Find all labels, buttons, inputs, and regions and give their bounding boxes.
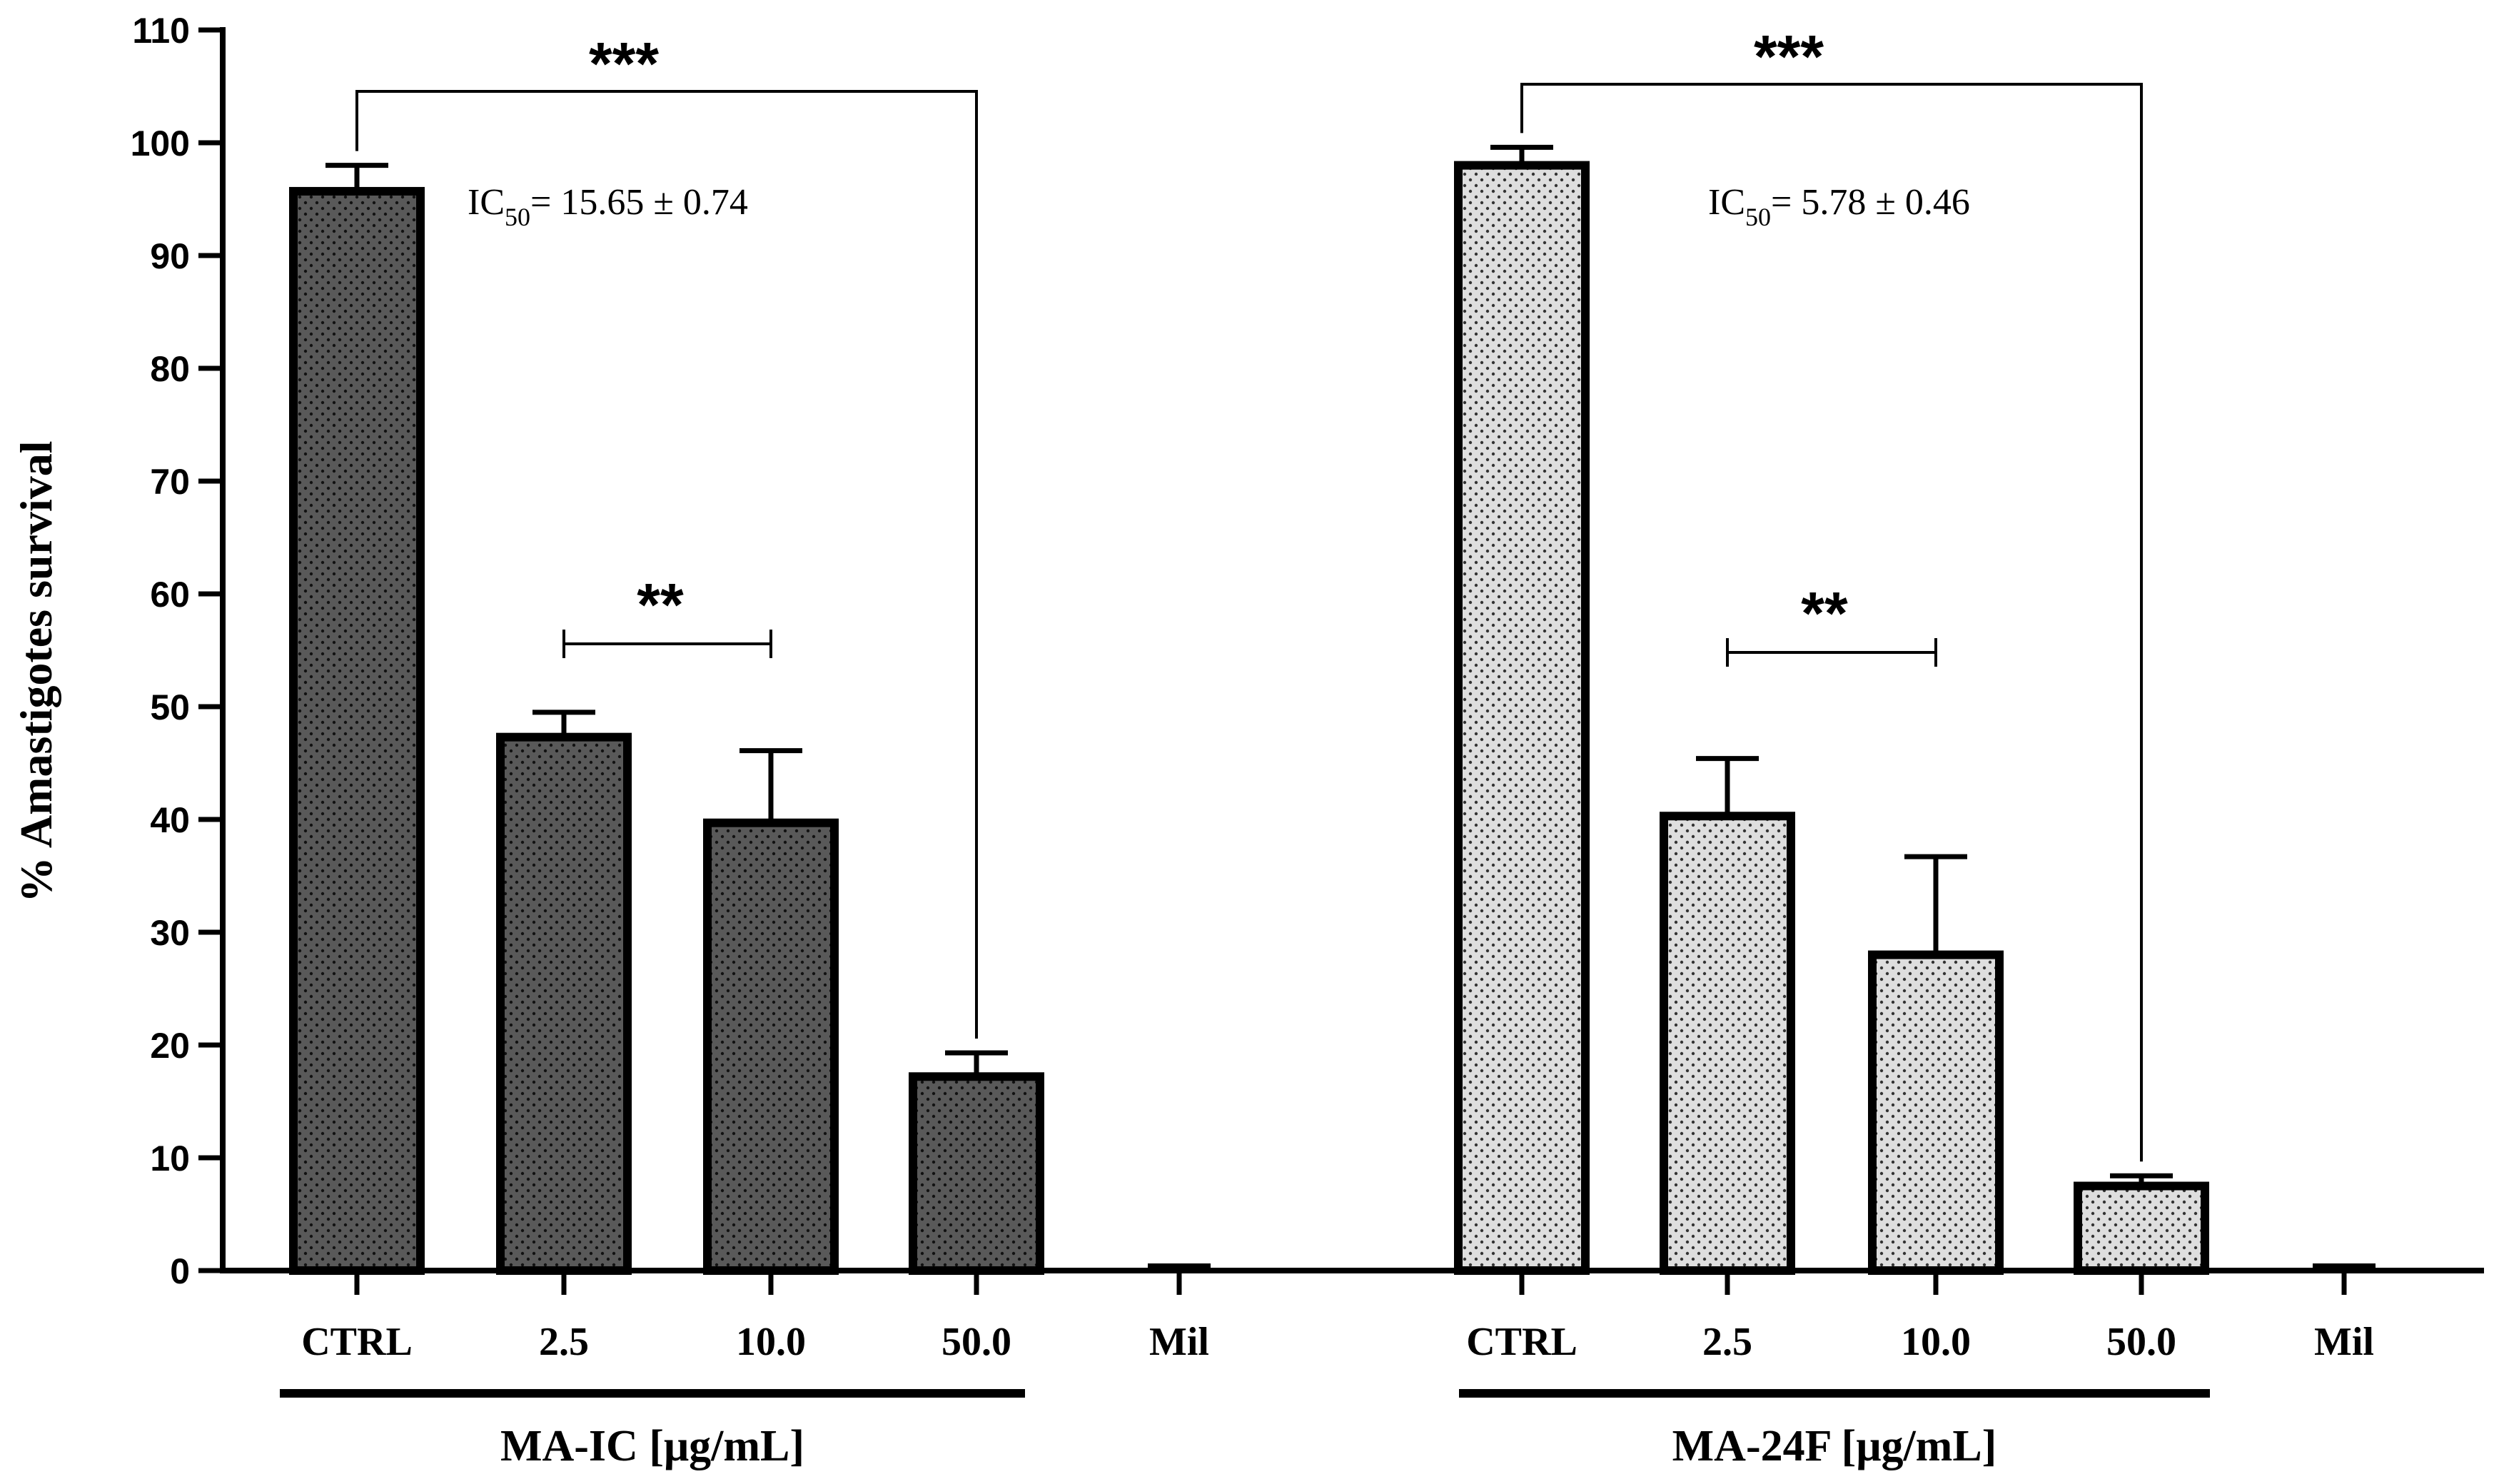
bar bbox=[496, 732, 632, 1276]
ic50-annotation: IC50= 5.78 ± 0.46 bbox=[1708, 182, 1970, 231]
ic50-subscript: 50 bbox=[1745, 203, 1771, 231]
y-tick-label: 110 bbox=[132, 11, 190, 51]
bar bbox=[703, 818, 839, 1275]
y-tick-label: 70 bbox=[150, 462, 190, 502]
ic50-value: = 5.78 ± 0.46 bbox=[1771, 182, 1970, 223]
y-tick-label: 50 bbox=[150, 687, 190, 727]
significance-label: *** bbox=[589, 30, 659, 97]
bar bbox=[2074, 1181, 2209, 1275]
significance-label: *** bbox=[1754, 23, 1824, 90]
group-label: MA-24F [μg/mL] bbox=[1672, 1422, 1997, 1470]
bar bbox=[1660, 812, 1795, 1275]
y-tick-label: 60 bbox=[150, 575, 190, 615]
category-label: 50.0 bbox=[941, 1320, 1011, 1364]
ic50-annotation: IC50= 15.65 ± 0.74 bbox=[468, 182, 748, 231]
ic50-subscript: 50 bbox=[505, 203, 530, 231]
category-label: 10.0 bbox=[736, 1320, 806, 1364]
bar bbox=[2313, 1263, 2376, 1269]
labels-layer: % Amastigotes survival CTRL 2.5 10.0 50.0 Mil… bbox=[11, 182, 2374, 1470]
category-label: 2.5 bbox=[539, 1320, 589, 1364]
group-label: MA-IC [μg/mL] bbox=[500, 1422, 804, 1470]
significance-label: ** bbox=[637, 571, 684, 638]
category-label: 2.5 bbox=[1702, 1320, 1752, 1364]
y-tick-label: 30 bbox=[150, 913, 190, 953]
significance-bracket bbox=[1520, 83, 2143, 1162]
significance-bracket bbox=[355, 90, 978, 1039]
category-label: CTRL bbox=[301, 1320, 413, 1364]
category-label: Mil bbox=[2314, 1320, 2374, 1364]
category-label: 10.0 bbox=[1901, 1320, 1971, 1364]
ic50-value: = 15.65 ± 0.74 bbox=[530, 182, 748, 223]
bar bbox=[1868, 950, 2004, 1275]
y-axis-label: % Amastigotes survival bbox=[11, 440, 61, 902]
bar bbox=[289, 186, 425, 1276]
category-label: 50.0 bbox=[2106, 1320, 2176, 1364]
bar bbox=[909, 1072, 1044, 1275]
category-label: CTRL bbox=[1466, 1320, 1577, 1364]
category-label: Mil bbox=[1149, 1320, 1209, 1364]
bars-layer bbox=[289, 144, 2376, 1276]
y-tick-label: 20 bbox=[150, 1026, 190, 1066]
y-tick-label: 80 bbox=[150, 349, 190, 389]
bar bbox=[1148, 1263, 1211, 1269]
significance-label: ** bbox=[1801, 580, 1848, 647]
annotations-layer: ********** bbox=[355, 23, 2143, 1162]
y-tick-label: 40 bbox=[150, 800, 190, 840]
bar bbox=[1454, 161, 1590, 1276]
y-tick-label: 100 bbox=[131, 123, 190, 163]
ic50-label: IC bbox=[468, 182, 505, 223]
ic50-label: IC bbox=[1708, 182, 1745, 223]
y-tick-label: 90 bbox=[150, 236, 190, 276]
y-tick-label: 10 bbox=[150, 1139, 190, 1178]
y-tick-label: 0 bbox=[170, 1251, 190, 1291]
